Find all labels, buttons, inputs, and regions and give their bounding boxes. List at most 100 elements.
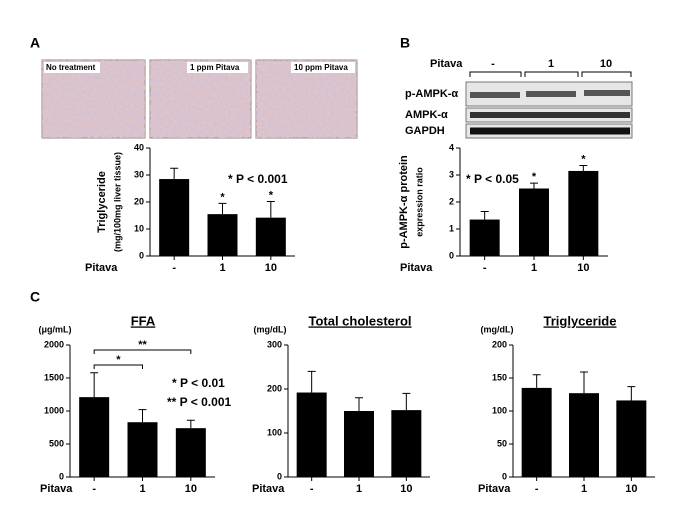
error-bar <box>480 210 489 220</box>
error-bar <box>580 371 588 394</box>
y-axis-label: p-AMPK-α protein <box>398 155 410 249</box>
panel-label: A <box>30 35 40 51</box>
label-box <box>44 62 100 73</box>
bar <box>159 179 190 256</box>
chart-title: Triglyceride <box>544 313 617 328</box>
unit-label: (μg/mL) <box>39 324 72 334</box>
y-axis-label: Triglyceride <box>96 171 108 233</box>
y-tick-label: 500 <box>49 438 64 448</box>
y-tick-label: 0 <box>502 471 507 481</box>
y-tick-label: 0 <box>139 250 144 260</box>
y-tick-label: 10 <box>134 223 144 233</box>
y-tick-label: 2 <box>449 196 454 206</box>
error-bar <box>186 419 195 429</box>
y-tick-label: 50 <box>497 438 507 448</box>
blot-treatment-label: Pitava <box>430 58 463 70</box>
error-bar <box>266 200 275 218</box>
band <box>470 90 630 98</box>
micrograph-label: No treatment <box>46 63 96 72</box>
x-axis-label: Pitava <box>252 483 285 495</box>
lane-bracket <box>469 71 632 77</box>
y-tick-label: 1500 <box>44 372 64 382</box>
bar <box>296 392 327 477</box>
y-tick-label: 4 <box>449 142 454 152</box>
bar <box>255 217 286 256</box>
unit-label: (mg/dL) <box>254 324 287 334</box>
micrograph-label: 1 ppm Pitava <box>190 63 240 72</box>
bar <box>207 214 238 256</box>
significance-star: * <box>581 153 586 165</box>
x-axis-label: Pitava <box>478 483 511 495</box>
x-tick-label: 1 <box>581 483 587 495</box>
x-tick-label: - <box>483 262 487 274</box>
bar <box>519 188 549 256</box>
y-tick-label: 1000 <box>44 405 64 415</box>
annotation: * P < 0.01 <box>172 376 225 390</box>
y-tick-label: 100 <box>492 405 507 415</box>
annotation: * P < 0.05 <box>466 172 519 186</box>
chart-title: Total cholesterol <box>308 313 411 328</box>
y-tick-label: 20 <box>134 196 144 206</box>
blot-row-label: GAPDH <box>405 125 445 137</box>
bracket-label: ** <box>138 339 147 351</box>
error-bar <box>90 372 99 398</box>
error-bar <box>170 167 179 180</box>
error-bar <box>218 202 227 215</box>
y-tick-label: 300 <box>267 339 282 349</box>
bar <box>521 387 552 477</box>
unit-label: (mg/dL) <box>481 324 514 334</box>
panel-label: B <box>400 35 410 51</box>
x-tick-label: 10 <box>625 483 637 495</box>
y-tick-label: 200 <box>267 383 282 393</box>
error-bar <box>532 374 541 388</box>
annotation: * P < 0.001 <box>228 172 288 186</box>
y-axis-label: expression ratio <box>414 167 424 237</box>
y-tick-label: 3 <box>449 169 454 179</box>
error-bar <box>307 370 316 393</box>
y-tick-label: 2000 <box>44 339 64 349</box>
annotation: ** P < 0.001 <box>167 395 231 409</box>
y-tick-label: 0 <box>277 471 282 481</box>
error-bar <box>579 165 588 171</box>
x-axis-label: Pitava <box>40 483 73 495</box>
x-axis-label: Pitava <box>85 262 118 274</box>
chart-title: FFA <box>131 313 156 328</box>
x-tick-label: - <box>310 483 314 495</box>
significance-bracket <box>93 364 143 369</box>
blot-row-label: AMPK-α <box>405 109 448 121</box>
bar <box>569 393 599 477</box>
x-tick-label: - <box>92 483 96 495</box>
error-bar <box>355 397 363 411</box>
y-tick-label: 30 <box>134 169 144 179</box>
micrographs: No treatment 1 ppm Pitava 10 ppm Pitava <box>41 59 358 139</box>
x-tick-label: 1 <box>531 262 537 274</box>
significance-star: * <box>532 171 537 183</box>
western-blot: Pitava - 1 10 p-AMPK-α AMPK-α GAPDH <box>405 58 633 139</box>
x-tick-label: - <box>172 262 176 274</box>
bar <box>616 400 647 477</box>
error-bar <box>402 392 411 411</box>
panel-label: C <box>30 289 40 305</box>
y-tick-label: 200 <box>492 339 507 349</box>
y-tick-label: 40 <box>134 142 144 152</box>
bar <box>469 219 500 256</box>
x-tick-label: 10 <box>577 262 589 274</box>
error-bar <box>138 409 147 423</box>
label-box <box>187 62 248 73</box>
error-bar <box>627 386 636 401</box>
x-tick-label: 10 <box>265 262 277 274</box>
significance-bracket <box>93 349 192 354</box>
x-tick-label: 1 <box>219 262 225 274</box>
blot-row-label: p-AMPK-α <box>405 88 458 100</box>
micrograph-label: 10 ppm Pitava <box>294 63 348 72</box>
x-tick-label: 1 <box>356 483 362 495</box>
bar <box>79 397 110 477</box>
x-tick-label: 1 <box>139 483 145 495</box>
lane-label: - <box>491 58 495 70</box>
significance-star: * <box>220 191 225 203</box>
x-tick-label: 10 <box>400 483 412 495</box>
lane-label: 10 <box>600 58 612 70</box>
x-axis-label: Pitava <box>400 262 433 274</box>
y-tick-label: 0 <box>449 250 454 260</box>
bar <box>344 411 374 477</box>
